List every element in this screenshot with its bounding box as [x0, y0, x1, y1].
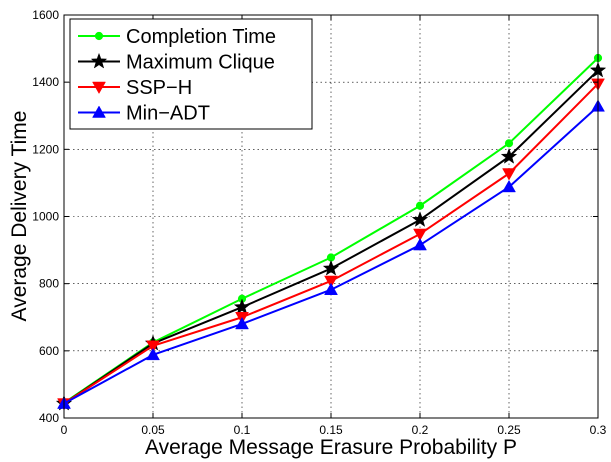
- y-tick-label: 800: [39, 277, 59, 291]
- data-point: [146, 347, 160, 361]
- legend-entry: Maximum Clique: [78, 52, 275, 74]
- x-tick-label: 0.25: [497, 423, 521, 437]
- legend-entry: Completion Time: [78, 26, 276, 48]
- x-axis-title: Average Message Erasure Probability P: [145, 436, 517, 459]
- legend-marker: [90, 52, 108, 69]
- y-tick-label: 600: [39, 344, 59, 358]
- data-point: [324, 275, 338, 288]
- data-point: [324, 282, 338, 295]
- legend-box: [69, 18, 313, 130]
- y-tick-label: 1600: [32, 8, 59, 22]
- data-point: [415, 201, 425, 210]
- y-axis-title: Average Delivery Time: [8, 111, 31, 322]
- data-point: [504, 139, 514, 148]
- series-4: [57, 99, 605, 409]
- data-point: [502, 168, 516, 181]
- data-point: [413, 228, 427, 241]
- legend: Completion Time Maximum Clique SSP−H Min−AD…: [69, 18, 313, 130]
- data-point: [235, 316, 249, 330]
- legend-label: Maximum Clique: [126, 52, 275, 74]
- axis-ticks: 0 0.05 0.1 0.15 0.2 0.25 0.3 400 600 800 1000 1200 1…: [32, 8, 606, 437]
- data-point: [322, 259, 340, 276]
- data-point: [413, 238, 427, 251]
- series-layer: [55, 53, 607, 411]
- y-tick-label: 400: [39, 411, 59, 425]
- data-point: [502, 179, 516, 193]
- legend-label: Min−ADT: [126, 103, 210, 125]
- data-point: [500, 147, 518, 164]
- x-tick-label: 0.3: [590, 423, 607, 437]
- y-tick-label: 1400: [32, 75, 59, 89]
- legend-label: SSP−H: [126, 77, 192, 99]
- legend-marker: [92, 81, 106, 95]
- x-tick-label: 0.15: [319, 423, 343, 437]
- data-point: [146, 340, 160, 353]
- legend-entry: Min−ADT: [78, 103, 210, 125]
- legend-marker: [94, 31, 104, 41]
- legend-entry: SSP−H: [78, 77, 192, 99]
- data-point: [411, 211, 429, 227]
- data-point: [233, 298, 251, 315]
- x-tick-label: 0: [61, 423, 68, 437]
- y-tick-label: 1000: [32, 210, 59, 224]
- x-tick-label: 0.05: [141, 423, 165, 437]
- y-tick-label: 1200: [32, 142, 59, 156]
- legend-marker: [92, 105, 106, 118]
- legend-label: Completion Time: [126, 26, 276, 48]
- x-tick-label: 0.2: [412, 423, 429, 437]
- x-tick-label: 0.1: [234, 423, 251, 437]
